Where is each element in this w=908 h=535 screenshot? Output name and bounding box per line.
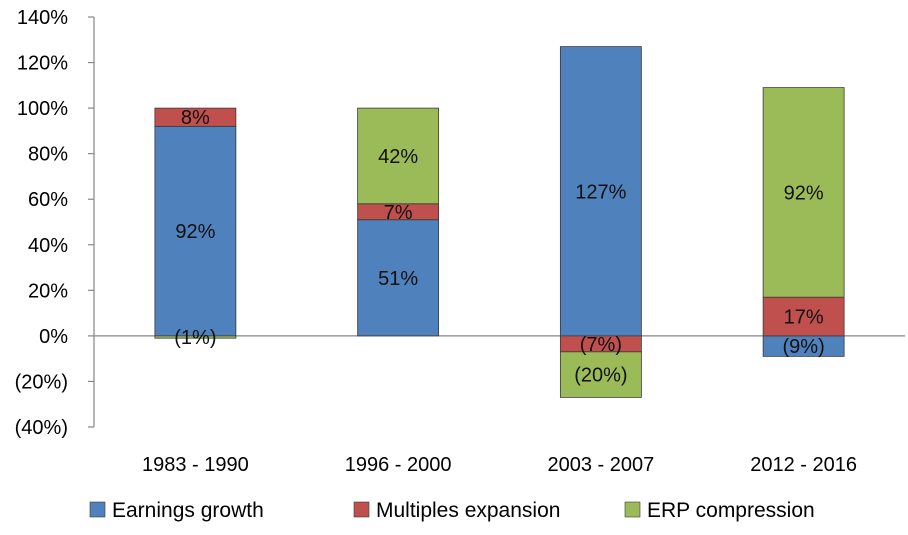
y-tick-label: 20% (28, 280, 68, 302)
x-tick-label: 1996 - 2000 (345, 454, 452, 476)
axes: 140% 120% 100% 80% 60% 40% 20% 0% (20%) (40%) 1983… (15, 7, 905, 476)
x-tick-label: 2012 - 2016 (750, 454, 857, 476)
legend-label: ERP compression (647, 499, 815, 522)
y-tick-label: 60% (28, 189, 68, 211)
data-label: 92% (175, 221, 215, 243)
bar-segment (357, 107, 440, 205)
x-tick-label: 1983 - 1990 (142, 454, 249, 476)
legend-swatch (353, 501, 370, 518)
data-labels: 92% 8% (1%) 51% 7% 42% 127% (7%) (20%) (9%) 17% 92% (174, 107, 824, 386)
y-tick-label: (20%) (15, 371, 68, 393)
bar-segment (762, 87, 845, 298)
y-tick-label: 100% (17, 98, 68, 120)
legend-label: Multiples expansion (376, 499, 560, 522)
bar-segment (357, 219, 440, 337)
bars (154, 46, 845, 398)
y-tick-label: 40% (28, 235, 68, 257)
data-label: (1%) (174, 327, 216, 349)
data-label: (20%) (574, 365, 627, 387)
bar-segment (154, 125, 237, 337)
data-label: (7%) (580, 334, 622, 356)
y-tick-label: 140% (17, 7, 68, 29)
bar-segment (154, 107, 237, 127)
y-tick-label: 120% (17, 53, 68, 75)
data-label: 42% (378, 146, 418, 168)
y-tick-label: (40%) (15, 417, 68, 439)
data-label: 7% (384, 202, 413, 224)
data-label: 8% (181, 107, 210, 129)
data-label: 51% (378, 268, 418, 290)
data-label: 127% (575, 181, 626, 203)
legend-swatch (624, 501, 641, 518)
legend-label: Earnings growth (112, 499, 264, 522)
x-tick-label: 2003 - 2007 (547, 454, 654, 476)
data-label: 92% (784, 182, 824, 204)
bar-segment (559, 351, 642, 398)
legend: Earnings growth Multiples expansion ERP co… (89, 499, 815, 522)
legend-swatch (89, 501, 106, 518)
bar-segment (154, 335, 237, 339)
data-label: 17% (784, 307, 824, 329)
y-tick-label: 0% (39, 326, 68, 348)
y-tick-label: 80% (28, 144, 68, 166)
data-label: (9%) (783, 336, 825, 358)
